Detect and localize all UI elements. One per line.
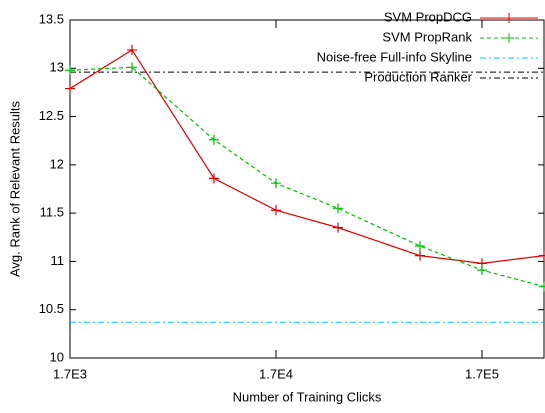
point-marker	[414, 250, 425, 261]
x-axis-label: Number of Training Clicks	[233, 389, 382, 404]
x-tick-label: 1.7E3	[53, 366, 87, 381]
point-marker	[65, 65, 75, 76]
y-tick-label: 12	[50, 156, 64, 171]
series-line	[69, 66, 545, 288]
y-axis-label: Avg. Rank of Relevant Results	[7, 100, 22, 277]
plot-frame	[69, 19, 545, 359]
y-tick-label: 11	[51, 253, 65, 268]
y-tick-label: 13	[50, 60, 64, 75]
legend-label: Noise-free Full-info Skyline	[317, 49, 472, 64]
legend-label: Production Ranker	[364, 69, 472, 84]
point-marker	[333, 203, 344, 214]
point-marker	[539, 250, 545, 261]
point-marker	[270, 205, 281, 216]
point-marker	[208, 134, 219, 145]
legend-label: SVM PropRank	[382, 29, 472, 44]
point-marker	[127, 62, 138, 73]
y-tick-label: 12.5	[39, 108, 64, 123]
y-tick-label: 10	[50, 349, 64, 364]
point-marker	[333, 222, 344, 233]
y-tick-label: 10.5	[39, 301, 64, 316]
point-marker	[414, 240, 425, 251]
point-marker	[65, 83, 75, 94]
point-marker	[208, 173, 219, 184]
y-tick-label: 13.5	[39, 11, 64, 26]
x-tick-label: 1.7E5	[465, 366, 499, 381]
x-tick-label: 1.7E4	[259, 366, 293, 381]
point-marker	[476, 265, 487, 276]
point-marker	[539, 281, 545, 292]
point-marker	[270, 178, 281, 189]
series-line	[69, 49, 545, 264]
y-tick-label: 11.5	[40, 205, 64, 220]
legend-label: SVM PropDCG	[384, 9, 472, 24]
point-marker	[127, 44, 138, 55]
